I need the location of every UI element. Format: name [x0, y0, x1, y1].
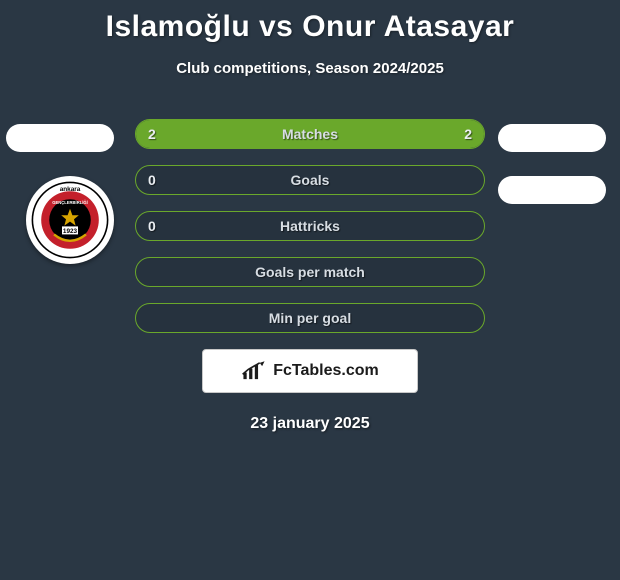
stat-row-hattricks: 0 Hattricks: [135, 211, 485, 241]
stat-label: Goals per match: [255, 264, 365, 280]
brand-watermark: FcTables.com: [202, 349, 418, 393]
stat-row-min-per-goal: Min per goal: [135, 303, 485, 333]
stat-label: Goals: [291, 172, 330, 188]
club-crest: ankara GENÇLERBİRLİĞİ 1923: [26, 176, 114, 264]
stats-container: 2 Matches 2 0 Goals 0 Hattricks Goals pe…: [135, 119, 485, 333]
player-pill-1: [6, 124, 114, 152]
stat-value-right: 2: [464, 126, 472, 142]
brand-text: FcTables.com: [273, 362, 379, 380]
svg-text:GENÇLERBİRLİĞİ: GENÇLERBİRLİĞİ: [52, 200, 88, 205]
stat-label: Min per goal: [269, 310, 351, 326]
stat-row-goals: 0 Goals: [135, 165, 485, 195]
club-crest-icon: ankara GENÇLERBİRLİĞİ 1923: [30, 180, 110, 260]
page-subtitle: Club competitions, Season 2024/2025: [0, 60, 620, 77]
stat-value-left: 2: [148, 126, 156, 142]
svg-text:1923: 1923: [63, 228, 78, 235]
stat-value-left: 0: [148, 172, 156, 188]
page-title: Islamoğlu vs Onur Atasayar: [0, 0, 620, 44]
bar-chart-icon: [241, 360, 267, 382]
stat-row-matches: 2 Matches 2: [135, 119, 485, 149]
player-pill-2: [498, 124, 606, 152]
svg-text:ankara: ankara: [60, 186, 81, 193]
footer-date: 23 january 2025: [0, 415, 620, 433]
stat-value-left: 0: [148, 218, 156, 234]
stat-label: Hattricks: [280, 218, 340, 234]
player-pill-3: [498, 176, 606, 204]
stat-label: Matches: [282, 126, 338, 142]
stat-row-goals-per-match: Goals per match: [135, 257, 485, 287]
